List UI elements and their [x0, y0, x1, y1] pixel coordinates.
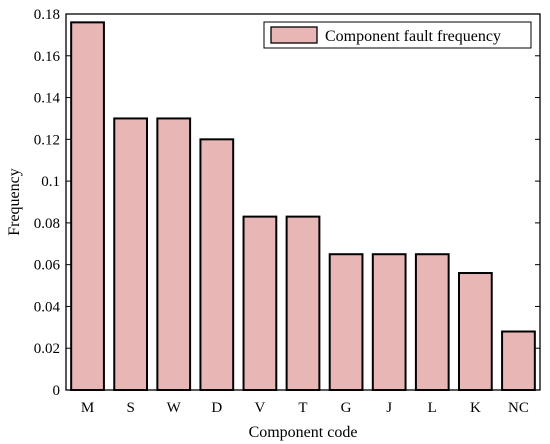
- x-tick-label-g: G: [341, 400, 352, 416]
- bar-s: [113, 117, 149, 391]
- y-tick-label: 0: [53, 383, 61, 399]
- x-tick-label-s: S: [126, 400, 134, 416]
- y-tick-label: 0.04: [34, 299, 61, 315]
- x-tick-label-m: M: [81, 400, 94, 416]
- bar-l: [414, 253, 450, 391]
- legend: Component fault frequency: [263, 21, 532, 49]
- legend-label: Component fault frequency: [325, 28, 501, 45]
- y-tick-label: 0.1: [41, 174, 60, 190]
- x-axis-ticks: M S W D V T G J L K NC: [81, 400, 529, 416]
- bar-w: [156, 117, 192, 391]
- x-tick-label-w: W: [167, 400, 182, 416]
- x-axis-label: Component code: [249, 424, 358, 441]
- x-tick-label-t: T: [298, 400, 307, 416]
- y-tick-label: 0.12: [34, 132, 60, 148]
- y-tick-label: 0.02: [34, 341, 60, 357]
- x-tick-label-l: L: [428, 400, 437, 416]
- bar-g: [328, 253, 364, 391]
- x-tick-label-v: V: [254, 400, 265, 416]
- bar-m: [70, 21, 105, 391]
- bar-v: [242, 215, 278, 391]
- x-tick-label-k: K: [470, 400, 481, 416]
- y-tick-label: 0.16: [34, 49, 61, 65]
- y-tick-label: 0.06: [34, 258, 61, 274]
- x-tick-label-d: D: [211, 400, 222, 416]
- y-axis-label: Frequency: [6, 168, 23, 236]
- legend-swatch: [270, 26, 318, 44]
- bar-t: [285, 215, 321, 391]
- bar-nc: [501, 330, 536, 391]
- bar-j: [371, 253, 407, 391]
- y-tick-label: 0.14: [34, 91, 61, 107]
- y-axis-ticks: 0 0.02 0.04 0.06 0.08 0.1 0.12 0.14 0.16 0.18: [34, 7, 540, 399]
- y-tick-label: 0.18: [34, 7, 60, 23]
- bars-group: [70, 21, 536, 391]
- x-tick-label-j: J: [386, 400, 392, 416]
- x-tick-label-nc: NC: [508, 400, 529, 416]
- y-tick-label: 0.08: [34, 216, 60, 232]
- bar-d: [199, 138, 235, 391]
- plot-frame: [65, 13, 541, 391]
- bar-k: [457, 272, 493, 391]
